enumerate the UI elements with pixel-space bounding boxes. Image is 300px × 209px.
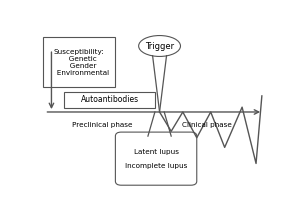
Text: Trigger: Trigger <box>145 42 174 51</box>
FancyBboxPatch shape <box>43 37 116 87</box>
Text: Latent lupus

Incomplete lupus: Latent lupus Incomplete lupus <box>125 149 187 169</box>
FancyBboxPatch shape <box>116 132 197 185</box>
Text: Clinical phase: Clinical phase <box>182 122 232 128</box>
Text: Susceptibility:
   Genetic
   Gender
   Environmental: Susceptibility: Genetic Gender Environme… <box>50 49 109 76</box>
Text: Preclinical phase: Preclinical phase <box>72 122 133 128</box>
Ellipse shape <box>139 36 181 56</box>
Text: Autoantibodies: Autoantibodies <box>80 96 139 104</box>
FancyBboxPatch shape <box>64 92 155 108</box>
